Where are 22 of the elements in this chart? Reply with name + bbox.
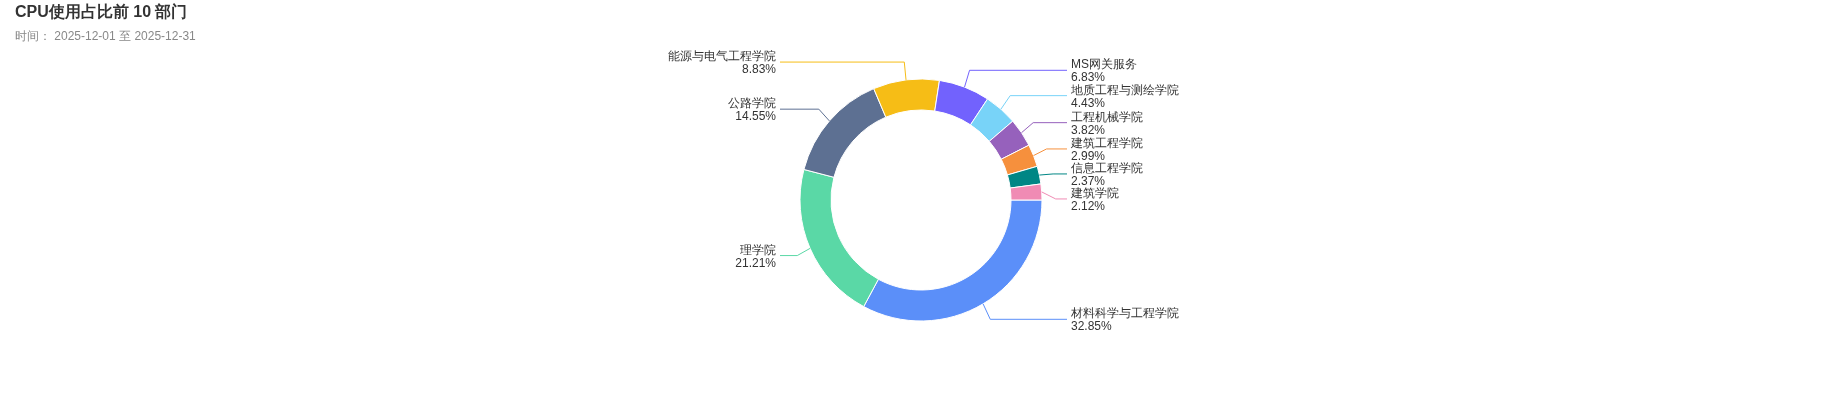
slice-label: 工程机械学院 [1071, 109, 1143, 124]
data-label: 14.55% [735, 109, 777, 124]
slice-label: 公路学院 [728, 96, 776, 111]
data-label: 2.12% [1071, 198, 1106, 213]
data-label: 2.37% [1071, 173, 1106, 188]
data-label: 2.99% [1071, 148, 1106, 163]
slice-label: 理学院 [740, 242, 776, 257]
data-label: 4.43% [1071, 95, 1106, 110]
slice-label: 建筑学院 [1070, 185, 1119, 200]
data-label: 3.82% [1071, 122, 1106, 137]
title: CPU使用占比前 10 部门 [15, 3, 188, 20]
slice-label: 能源与电气工程学院 [668, 49, 776, 64]
data-label: 32.85% [1071, 319, 1113, 334]
slice-label: 材料科学与工程学院 [1070, 306, 1179, 321]
data-label: 6.83% [1071, 70, 1106, 85]
slice-label: 建筑工程学院 [1070, 135, 1143, 150]
slice-label: 地质工程与测绘学院 [1070, 82, 1179, 97]
slice-label: 信息工程学院 [1071, 160, 1143, 175]
data-label: 21.21% [735, 255, 777, 270]
subtitle: 时间： 2025-12-01 至 2025-12-31 [15, 29, 196, 43]
data-label: 8.83% [741, 62, 777, 77]
slice-label: MS网关服务 [1071, 57, 1137, 72]
